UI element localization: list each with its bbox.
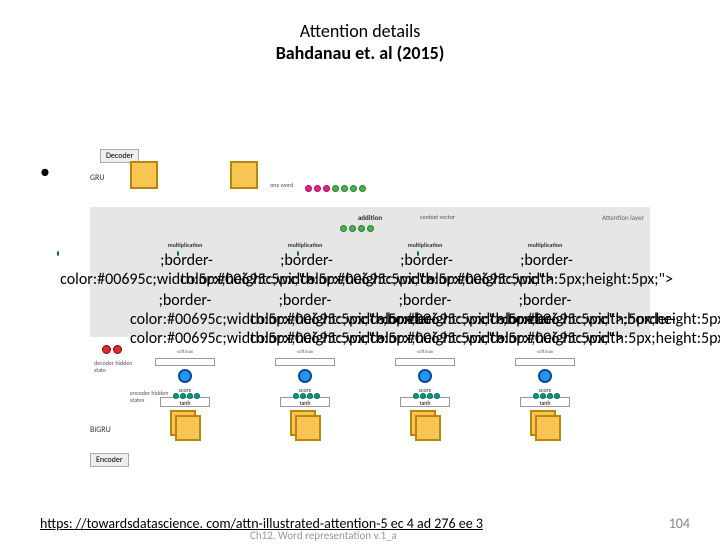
red-dot	[113, 345, 122, 354]
teal-dot	[413, 393, 419, 399]
softmax-label: softmax	[130, 349, 240, 355]
gru-box-1	[130, 161, 158, 189]
teal-dot	[180, 393, 186, 399]
teal-dot	[434, 393, 440, 399]
multiplication-label: multiplication	[250, 241, 360, 249]
slide-subtitle: Bahdanau et. al (2015)	[0, 42, 720, 64]
bigru-box-front	[175, 415, 201, 441]
attention-zone: Attention layer addition context vector …	[90, 207, 650, 337]
decoder-hidden-dots	[102, 345, 122, 354]
pink-dot	[323, 185, 330, 192]
green-dot	[332, 185, 339, 192]
softmax-label: softmax	[490, 349, 600, 355]
teal-dot	[187, 393, 193, 399]
green-dot	[358, 225, 365, 232]
footer-grey-text: Ch12. Word representation v.1_a	[250, 529, 397, 542]
softmax-label: softmax	[370, 349, 480, 355]
green-dot	[367, 225, 374, 232]
encoder-hidden-dots	[173, 393, 200, 399]
title-block: Attention details Bahdanau et. al (2015)	[0, 20, 720, 64]
red-dot	[102, 345, 111, 354]
slide-title: Attention details	[0, 20, 720, 42]
teal-dot	[547, 393, 553, 399]
attention-diagram: Decoder GRU one word Attention layer add…	[90, 145, 650, 470]
teal-dot	[307, 393, 313, 399]
multiplication-label: multiplication	[370, 241, 480, 249]
gru-label: GRU	[90, 173, 105, 183]
output-dots	[305, 185, 366, 192]
pink-dot	[314, 185, 321, 192]
softmax-box	[155, 358, 215, 366]
softmax-box	[515, 358, 575, 366]
encoder-hidden-dots	[533, 393, 560, 399]
gru-box-2	[230, 161, 258, 189]
bigru-stack	[535, 415, 563, 443]
softmax-box	[395, 358, 455, 366]
teal-dot	[420, 393, 426, 399]
score-node	[178, 369, 192, 383]
multiplication-label: multiplication	[130, 241, 240, 249]
aligned-dots: ;border-color:#00695c;width:5px;height:5…	[490, 251, 600, 289]
bigru-box-front	[535, 415, 561, 441]
decoder-hidden-label: decoder hidden state	[94, 360, 134, 373]
bigru-label: BiGRU	[90, 425, 111, 435]
teal-dot	[554, 393, 560, 399]
green-dot	[349, 225, 356, 232]
bigru-box-front	[415, 415, 441, 441]
bigru-stack	[175, 415, 203, 443]
encoder-label: Encoder	[90, 453, 129, 467]
bigru-box-front	[295, 415, 321, 441]
page-number: 104	[669, 515, 690, 532]
teal-dot	[173, 393, 179, 399]
score-node	[418, 369, 432, 383]
multiplication-label: multiplication	[490, 241, 600, 249]
green-dot	[350, 185, 357, 192]
addition-label: addition	[358, 213, 382, 222]
teal-dot	[427, 393, 433, 399]
encoder-zone: encoder hidden states BiGRU Encoder	[90, 385, 650, 465]
pink-dot	[305, 185, 312, 192]
teal-dot	[540, 393, 546, 399]
context-vector-label: context vector	[420, 213, 455, 221]
teal-dot	[293, 393, 299, 399]
green-dot	[340, 225, 347, 232]
context-dots	[340, 225, 374, 232]
softmax-label: softmax	[250, 349, 360, 355]
teal-dot	[194, 393, 200, 399]
encoder-hidden-dots	[413, 393, 440, 399]
teal-dot	[314, 393, 320, 399]
oneword-label: one word	[270, 181, 293, 189]
teal-dot	[57, 251, 59, 256]
encoder-hidden-dots	[293, 393, 320, 399]
decoder-row: Decoder GRU one word	[90, 145, 650, 195]
attention-layer-label: Attention layer	[602, 213, 644, 222]
green-dot	[341, 185, 348, 192]
softmax-box	[275, 358, 335, 366]
bigru-stack	[295, 415, 323, 443]
score-node	[298, 369, 312, 383]
teal-dot	[533, 393, 539, 399]
score-node	[538, 369, 552, 383]
teal-dot	[300, 393, 306, 399]
bigru-stack	[415, 415, 443, 443]
green-dot	[359, 185, 366, 192]
bullet-point: •	[40, 160, 50, 184]
